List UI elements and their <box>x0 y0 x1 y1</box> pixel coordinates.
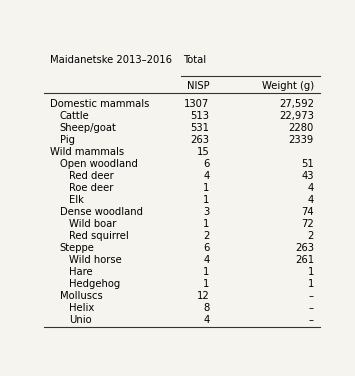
Text: 2280: 2280 <box>289 123 314 133</box>
Text: Wild boar: Wild boar <box>69 219 116 229</box>
Text: Open woodland: Open woodland <box>60 159 137 169</box>
Text: Maidanetske 2013–2016: Maidanetske 2013–2016 <box>50 55 172 65</box>
Text: Cattle: Cattle <box>60 111 89 121</box>
Text: Wild horse: Wild horse <box>69 255 122 265</box>
Text: 2339: 2339 <box>289 135 314 145</box>
Text: Red deer: Red deer <box>69 171 114 181</box>
Text: 15: 15 <box>197 147 209 157</box>
Text: 4: 4 <box>308 195 314 205</box>
Text: 1: 1 <box>203 195 209 205</box>
Text: Helix: Helix <box>69 303 94 313</box>
Text: Hedgehog: Hedgehog <box>69 279 120 289</box>
Text: 4: 4 <box>203 255 209 265</box>
Text: 2: 2 <box>308 231 314 241</box>
Text: –: – <box>309 291 314 301</box>
Text: Hare: Hare <box>69 267 93 277</box>
Text: 2: 2 <box>203 231 209 241</box>
Text: 8: 8 <box>203 303 209 313</box>
Text: Total: Total <box>183 55 207 65</box>
Text: 22,973: 22,973 <box>279 111 314 121</box>
Text: 4: 4 <box>308 183 314 193</box>
Text: Wild mammals: Wild mammals <box>50 147 124 157</box>
Text: Elk: Elk <box>69 195 84 205</box>
Text: 1: 1 <box>203 279 209 289</box>
Text: –: – <box>309 303 314 313</box>
Text: 4: 4 <box>203 315 209 325</box>
Text: 513: 513 <box>190 111 209 121</box>
Text: Sheep/goat: Sheep/goat <box>60 123 116 133</box>
Text: Red squirrel: Red squirrel <box>69 231 129 241</box>
Text: 6: 6 <box>203 243 209 253</box>
Text: 1: 1 <box>308 279 314 289</box>
Text: Dense woodland: Dense woodland <box>60 207 142 217</box>
Text: 6: 6 <box>203 159 209 169</box>
Text: 72: 72 <box>301 219 314 229</box>
Text: 263: 263 <box>190 135 209 145</box>
Text: NISP: NISP <box>187 81 209 91</box>
Text: 3: 3 <box>203 207 209 217</box>
Text: 1: 1 <box>203 267 209 277</box>
Text: Pig: Pig <box>60 135 75 145</box>
Text: 261: 261 <box>295 255 314 265</box>
Text: 1307: 1307 <box>184 99 209 109</box>
Text: Molluscs: Molluscs <box>60 291 102 301</box>
Text: Unio: Unio <box>69 315 92 325</box>
Text: –: – <box>309 315 314 325</box>
Text: 263: 263 <box>295 243 314 253</box>
Text: 27,592: 27,592 <box>279 99 314 109</box>
Text: 1: 1 <box>308 267 314 277</box>
Text: Steppe: Steppe <box>60 243 94 253</box>
Text: Roe deer: Roe deer <box>69 183 114 193</box>
Text: 51: 51 <box>301 159 314 169</box>
Text: 4: 4 <box>203 171 209 181</box>
Text: 43: 43 <box>301 171 314 181</box>
Text: Weight (g): Weight (g) <box>262 81 314 91</box>
Text: 74: 74 <box>301 207 314 217</box>
Text: Domestic mammals: Domestic mammals <box>50 99 149 109</box>
Text: 12: 12 <box>197 291 209 301</box>
Text: 1: 1 <box>203 183 209 193</box>
Text: 531: 531 <box>190 123 209 133</box>
Text: 1: 1 <box>203 219 209 229</box>
